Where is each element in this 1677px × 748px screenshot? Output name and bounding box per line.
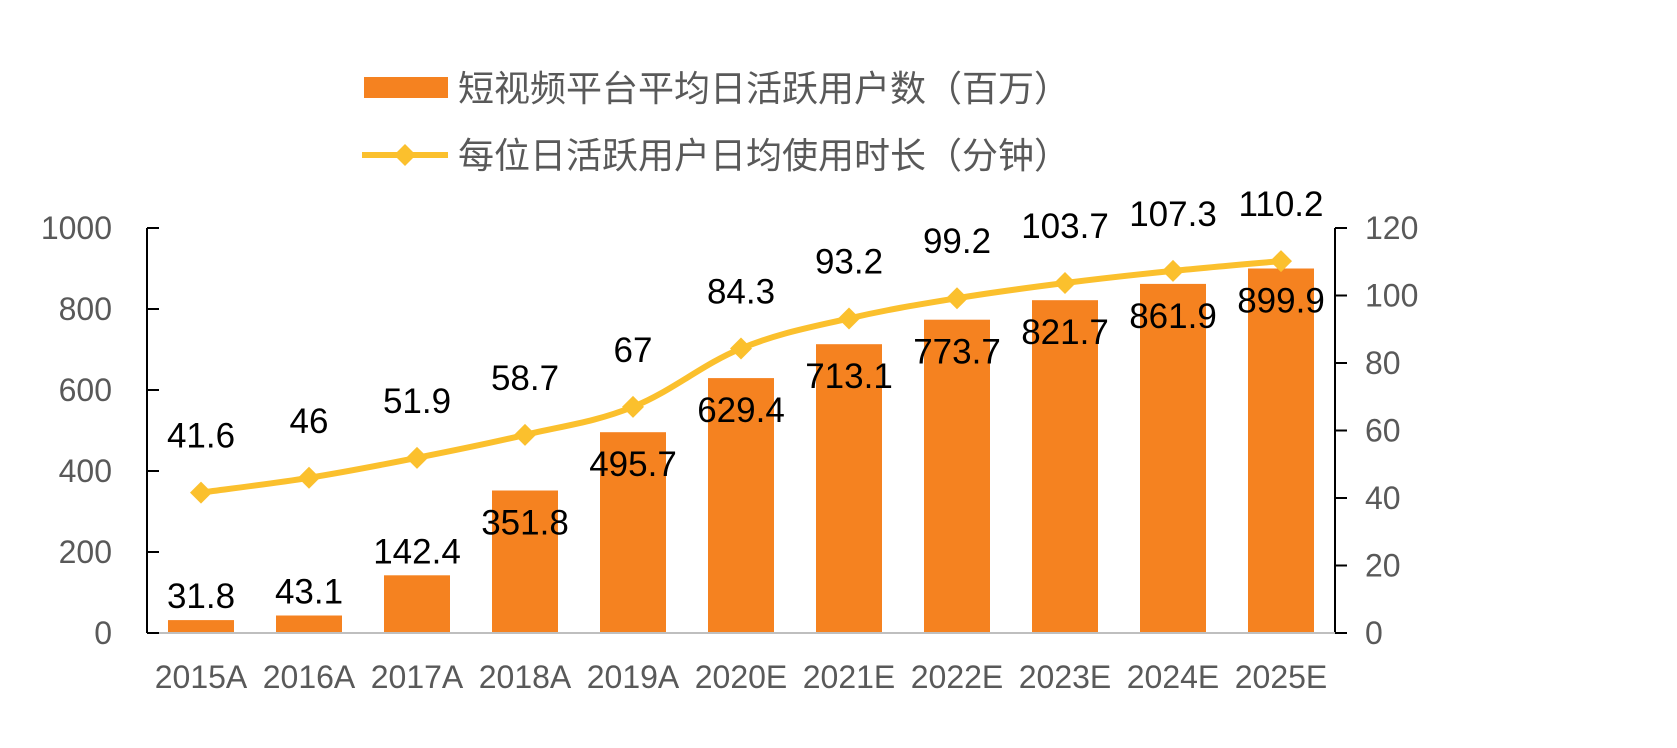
x-tick-label: 2019A <box>587 659 680 695</box>
line-series <box>190 250 1292 504</box>
line-marker-2020E <box>730 337 752 360</box>
bar-data-label: 713.1 <box>805 357 893 396</box>
x-tick-label: 2022E <box>911 659 1004 695</box>
bar-2018A <box>492 490 558 633</box>
line-data-label: 67 <box>614 331 653 370</box>
y-left-tick-label: 1000 <box>41 210 112 246</box>
line-marker-2023E <box>1054 272 1076 295</box>
legend-line-marker <box>394 144 416 166</box>
line-marker-2024E <box>1162 259 1184 282</box>
line-data-label: 41.6 <box>167 417 235 456</box>
line-marker-2021E <box>838 307 860 330</box>
x-tick-label: 2024E <box>1127 659 1220 695</box>
bar-2023E <box>1032 300 1098 633</box>
line-data-label: 84.3 <box>707 272 775 311</box>
bar-data-label: 629.4 <box>697 391 785 430</box>
x-tick-label: 2018A <box>479 659 572 695</box>
line-data-label: 110.2 <box>1239 185 1324 224</box>
x-tick-label: 2023E <box>1019 659 1112 695</box>
bar-2019A <box>600 432 666 633</box>
bar-data-label: 899.9 <box>1237 282 1325 321</box>
line-data-label: 103.7 <box>1021 207 1109 246</box>
line-marker-2018A <box>514 423 536 446</box>
x-tick-label: 2015A <box>155 659 248 695</box>
legend-bar-label: 短视频平台平均日活跃用户数（百万） <box>458 68 1070 109</box>
y-right-tick-label: 100 <box>1365 278 1418 314</box>
x-tick-label: 2016A <box>263 659 356 695</box>
y-left-tick-label: 800 <box>59 291 112 327</box>
bar-data-label: 495.7 <box>589 445 677 484</box>
line-data-label: 46 <box>290 402 329 441</box>
y-right-tick-label: 40 <box>1365 480 1401 516</box>
bar-2025E <box>1248 268 1314 633</box>
y-right-tick-label: 120 <box>1365 210 1418 246</box>
line-data-label: 58.7 <box>491 359 559 398</box>
line-data-label: 93.2 <box>815 242 883 281</box>
y-left-tick-label: 400 <box>59 453 112 489</box>
bar-2015A <box>168 620 234 633</box>
y-right-tick-label: 80 <box>1365 345 1401 381</box>
bar-series <box>168 268 1314 633</box>
x-tick-label: 2021E <box>803 659 896 695</box>
x-tick-label: 2025E <box>1235 659 1328 695</box>
data-labels: 31.8 43.1 142.4 351.8 495.7 629.4 713.1 773.7 82… <box>167 185 1325 616</box>
legend-line-label: 每位日活跃用户日均使用时长（分钟） <box>458 135 1070 176</box>
y-left-tick-label: 600 <box>59 372 112 408</box>
legend-bar-swatch <box>364 77 448 98</box>
y-left-tick-label: 0 <box>94 615 112 651</box>
x-tick-label: 2020E <box>695 659 788 695</box>
bar-2020E <box>708 378 774 633</box>
y-right-tick-label: 60 <box>1365 413 1401 449</box>
line-marker-2019A <box>622 395 644 418</box>
bar-data-label: 773.7 <box>913 333 1001 372</box>
line-marker-2022E <box>946 287 968 310</box>
bar-data-label: 351.8 <box>481 504 569 543</box>
line-marker-2025E <box>1270 250 1292 273</box>
y-right-tick-label: 0 <box>1365 615 1383 651</box>
y-left-tick-label: 200 <box>59 534 112 570</box>
bar-2022E <box>924 319 990 633</box>
axes: 0 200 400 600 800 1000 0 20 40 60 80 100 120 2015A 201… <box>41 210 1419 695</box>
bar-2017A <box>384 575 450 633</box>
bar-2016A <box>276 615 342 633</box>
legend: 短视频平台平均日活跃用户数（百万） 每位日活跃用户日均使用时长（分钟） <box>362 68 1070 176</box>
line-marker-2015A <box>190 481 212 504</box>
y-right-tick-label: 20 <box>1365 548 1401 584</box>
line-marker-2016A <box>298 466 320 489</box>
line-data-label: 107.3 <box>1129 195 1217 234</box>
bar-2021E <box>816 344 882 633</box>
line-data-label: 99.2 <box>923 222 991 261</box>
bar-data-label: 821.7 <box>1021 313 1109 352</box>
bar-2024E <box>1140 283 1206 633</box>
line-data-label: 51.9 <box>383 382 451 421</box>
x-tick-label: 2017A <box>371 659 464 695</box>
line-marker-2017A <box>406 446 428 469</box>
bar-data-label: 861.9 <box>1129 297 1217 336</box>
bar-data-label: 31.8 <box>167 577 235 616</box>
bar-data-label: 142.4 <box>373 532 461 571</box>
bar-data-label: 43.1 <box>275 573 343 612</box>
